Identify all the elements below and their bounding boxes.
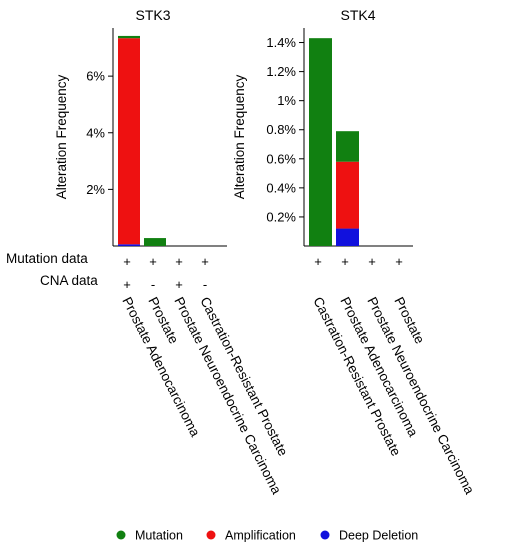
bar-mutation-prostate-adenocarcinoma — [336, 131, 359, 162]
chart-title: STK4 — [340, 7, 375, 23]
mutation-data-sign: + — [201, 254, 209, 269]
y-tick-label: 1.4% — [266, 35, 296, 50]
y-axis-title: Alteration Frequency — [232, 74, 247, 199]
y-tick-label: 1% — [277, 93, 296, 108]
mutation-data-sign: + — [395, 254, 403, 269]
legend-marker-mutation — [116, 530, 126, 540]
y-tick-label: 1.2% — [266, 64, 296, 79]
bar-amplification-prostate-adenocarcinoma — [336, 161, 359, 229]
bar-mutation-prostate — [144, 238, 166, 246]
chart-stk3: STK3 Alteration Frequency 2% 4% 6% + + Prostate… — [54, 7, 291, 497]
legend-label-deep-deletion: Deep Deletion — [339, 529, 418, 543]
bar-mutation-castration-resistant-prostate — [309, 38, 332, 246]
y-tick-label: 0.4% — [266, 180, 296, 195]
bar-mutation-prostate-adenocarcinoma — [118, 35, 140, 39]
cna-data-sign: - — [203, 277, 207, 292]
y-tick-label: 0.8% — [266, 122, 296, 137]
mutation-data-sign: + — [314, 254, 322, 269]
y-axis-title: Alteration Frequency — [54, 74, 69, 199]
y-tick-label: 4% — [86, 125, 105, 140]
mutation-data-sign: + — [175, 254, 183, 269]
cna-data-sign: + — [123, 277, 131, 292]
y-tick-label: 2% — [86, 182, 105, 197]
row-label-mutation-data: Mutation data — [6, 251, 88, 266]
bar-amplification-prostate-adenocarcinoma — [118, 38, 140, 245]
mutation-data-sign: + — [123, 254, 131, 269]
legend-label-mutation: Mutation — [135, 529, 183, 543]
legend-marker-amplification — [206, 530, 216, 540]
y-tick-label: 0.2% — [266, 209, 296, 224]
y-tick-label: 0.6% — [266, 151, 296, 166]
mutation-data-sign: + — [368, 254, 376, 269]
mutation-data-sign: + — [341, 254, 349, 269]
legend-marker-deep-deletion — [320, 530, 330, 540]
mutation-data-sign: + — [149, 254, 157, 269]
y-tick-label: 6% — [86, 69, 105, 84]
charts-group: STK3 Alteration Frequency 2% 4% 6% + + Prostate… — [54, 7, 477, 497]
cna-data-sign: + — [175, 277, 183, 292]
row-label-cna-data: CNA data — [40, 273, 98, 288]
cna-data-sign: - — [151, 277, 155, 292]
bar-deep-deletion-prostate-adenocarcinoma — [336, 228, 359, 246]
bar-deep-deletion-prostate-adenocarcinoma — [118, 244, 140, 246]
legend: Mutation Amplification Deep Deletion — [116, 529, 418, 543]
x-category-label: Prostate Neuroendocrine Carcinoma — [171, 295, 284, 497]
chart-title: STK3 — [135, 7, 170, 23]
legend-label-amplification: Amplification — [225, 529, 296, 543]
